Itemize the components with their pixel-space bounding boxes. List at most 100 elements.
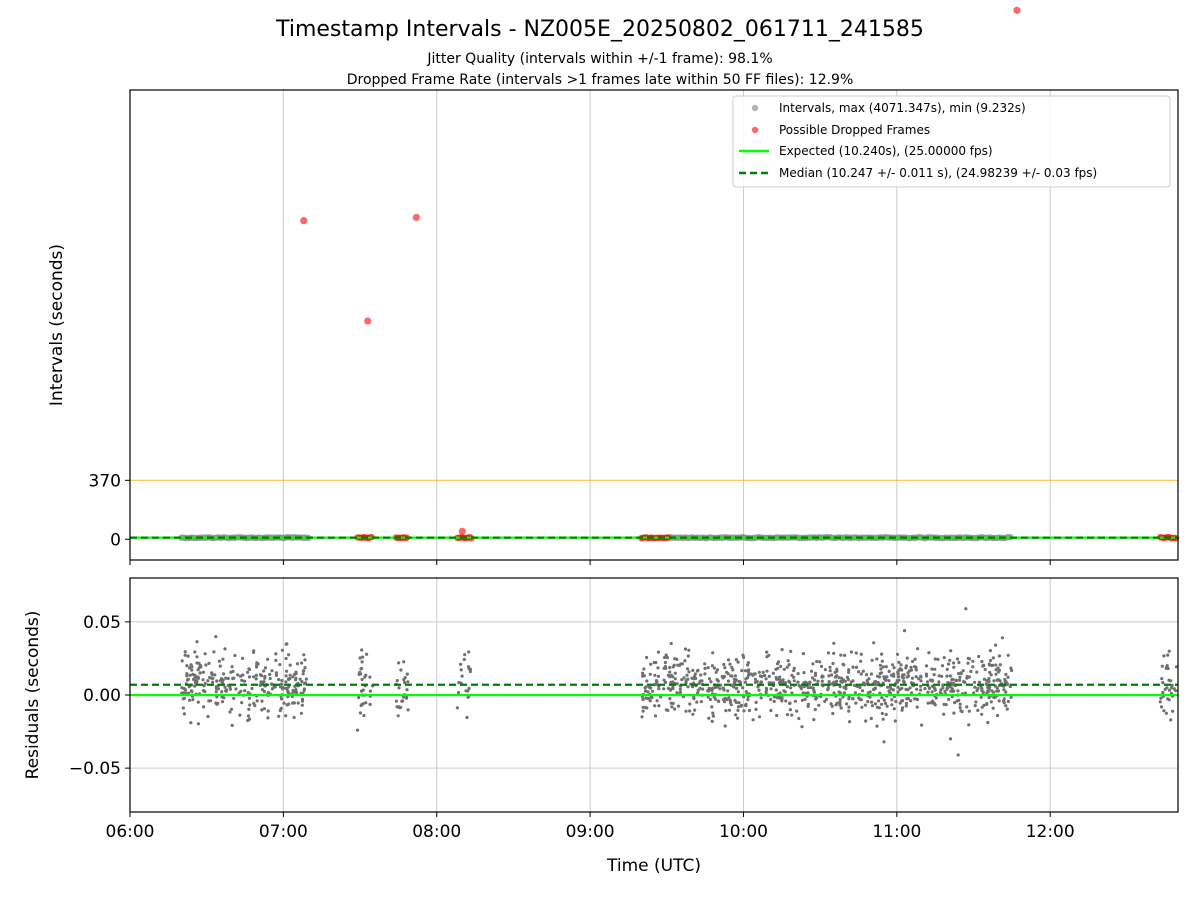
residual-point xyxy=(854,665,859,670)
residual-point xyxy=(726,658,731,662)
residual-point xyxy=(831,661,835,666)
dropped-frame-5 xyxy=(1013,6,1021,14)
residual-point xyxy=(847,705,851,709)
legend-dropped-marker xyxy=(751,126,759,134)
residual-point xyxy=(210,673,214,677)
residual-point xyxy=(256,662,260,666)
residual-point xyxy=(924,674,929,678)
residual-point xyxy=(673,677,677,681)
residual-point xyxy=(877,706,882,710)
residual-point xyxy=(948,674,953,678)
residual-point xyxy=(932,701,936,705)
residual-point xyxy=(653,673,657,677)
residual-point xyxy=(653,704,657,708)
residuals-axis-ticks: −0.05 0.00 0.05 06:00 07:00 08:00 09:00 10:00 11… xyxy=(69,613,1075,842)
residuals-ytick-label-2: 0.05 xyxy=(83,613,121,633)
residual-point xyxy=(816,679,820,683)
residual-point xyxy=(712,666,717,670)
residual-point xyxy=(1004,690,1008,694)
residual-point xyxy=(710,664,715,668)
residual-point xyxy=(711,711,715,715)
residual-point xyxy=(951,677,955,681)
residual-point xyxy=(838,698,842,702)
legend-intervals-label: Intervals, max (4071.347s), min (9.232s) xyxy=(779,101,1026,115)
residual-point xyxy=(835,667,839,671)
residual-point xyxy=(775,713,779,718)
residual-point xyxy=(842,663,846,667)
residual-point xyxy=(250,686,254,691)
residual-point xyxy=(787,679,791,683)
legend-intervals-marker xyxy=(751,104,759,112)
residual-point xyxy=(905,697,909,701)
residual-point xyxy=(909,681,914,685)
residual-point xyxy=(736,660,740,664)
residual-point xyxy=(765,655,769,659)
residual-point xyxy=(301,669,305,673)
residual-point xyxy=(396,714,400,718)
residual-point xyxy=(959,709,963,713)
residual-point xyxy=(247,667,252,672)
residual-point xyxy=(757,688,761,692)
residual-point xyxy=(991,656,995,660)
residual-point xyxy=(277,677,281,682)
residual-point xyxy=(892,672,896,676)
residual-point xyxy=(226,676,230,681)
residual-point xyxy=(694,676,698,681)
residual-point xyxy=(989,673,993,677)
residual-point xyxy=(896,675,901,679)
residual-point xyxy=(181,706,185,710)
residuals-xtick-label-5: 11:00 xyxy=(872,822,921,842)
residual-point xyxy=(252,675,256,679)
residual-point xyxy=(644,696,648,700)
residual-point xyxy=(909,665,913,669)
residual-point xyxy=(806,686,810,690)
residual-point xyxy=(646,690,650,694)
residual-point xyxy=(763,673,767,678)
residual-point xyxy=(973,680,977,684)
residual-point xyxy=(760,680,764,684)
residual-point xyxy=(728,662,732,666)
residual-point xyxy=(900,668,904,672)
residual-point xyxy=(215,679,219,683)
residual-point xyxy=(818,660,822,664)
residual-point xyxy=(185,664,189,668)
residual-point xyxy=(886,685,890,689)
residual-point xyxy=(971,665,975,669)
residual-point xyxy=(668,670,672,674)
residual-point xyxy=(262,669,266,673)
residual-point xyxy=(397,705,401,709)
residual-point xyxy=(188,698,192,702)
residual-point xyxy=(671,687,675,691)
residual-point xyxy=(852,683,856,687)
residual-point xyxy=(213,673,217,677)
residual-point xyxy=(864,719,868,723)
residual-point xyxy=(832,641,836,645)
residual-point xyxy=(880,659,884,663)
residual-point xyxy=(751,718,755,722)
residual-point xyxy=(864,673,869,677)
residual-point xyxy=(467,686,471,691)
residual-point xyxy=(736,705,741,709)
residual-point xyxy=(986,720,990,725)
residual-point xyxy=(769,708,773,713)
residual-point xyxy=(820,664,824,669)
residual-point xyxy=(826,651,831,655)
residual-point xyxy=(930,667,934,671)
residual-point xyxy=(915,687,919,691)
residual-point xyxy=(983,667,987,672)
residual-point xyxy=(1165,664,1169,668)
residual-point xyxy=(405,695,409,699)
residual-point xyxy=(919,688,923,692)
residual-point xyxy=(185,674,189,678)
residual-point xyxy=(895,679,899,683)
residuals-ylabel: Residuals (seconds) xyxy=(23,611,43,780)
residual-point xyxy=(224,689,228,693)
residual-point xyxy=(776,660,781,664)
residual-point xyxy=(769,697,773,702)
residual-point xyxy=(190,668,194,672)
residual-point xyxy=(240,701,244,705)
residual-point xyxy=(878,671,882,676)
residual-point xyxy=(863,703,868,707)
residual-point xyxy=(726,689,730,693)
